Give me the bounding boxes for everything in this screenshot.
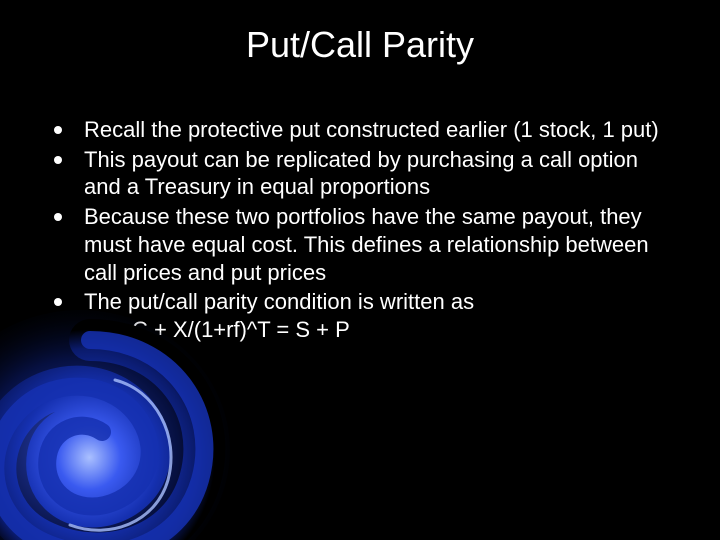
formula-text: C + X/(1+rf)^T = S + P — [84, 316, 680, 344]
slide-title: Put/Call Parity — [0, 24, 720, 66]
slide: Put/Call Parity Recall the protective pu… — [0, 0, 720, 540]
bullet-icon — [54, 298, 62, 306]
bullet-item: Because these two portfolios have the sa… — [54, 203, 680, 286]
bullet-text: The put/call parity condition is written… — [84, 288, 680, 343]
bullet-item: Recall the protective put constructed ea… — [54, 116, 680, 144]
bullet-text: Because these two portfolios have the sa… — [84, 203, 680, 286]
bullet-text-line: The put/call parity condition is written… — [84, 289, 474, 314]
bullet-item: The put/call parity condition is written… — [54, 288, 680, 343]
bullet-item: This payout can be replicated by purchas… — [54, 146, 680, 201]
bullet-icon — [54, 126, 62, 134]
bullet-text: This payout can be replicated by purchas… — [84, 146, 680, 201]
slide-content: Recall the protective put constructed ea… — [54, 116, 680, 346]
bullet-icon — [54, 156, 62, 164]
bullet-icon — [54, 213, 62, 221]
bullet-text: Recall the protective put constructed ea… — [84, 116, 680, 144]
